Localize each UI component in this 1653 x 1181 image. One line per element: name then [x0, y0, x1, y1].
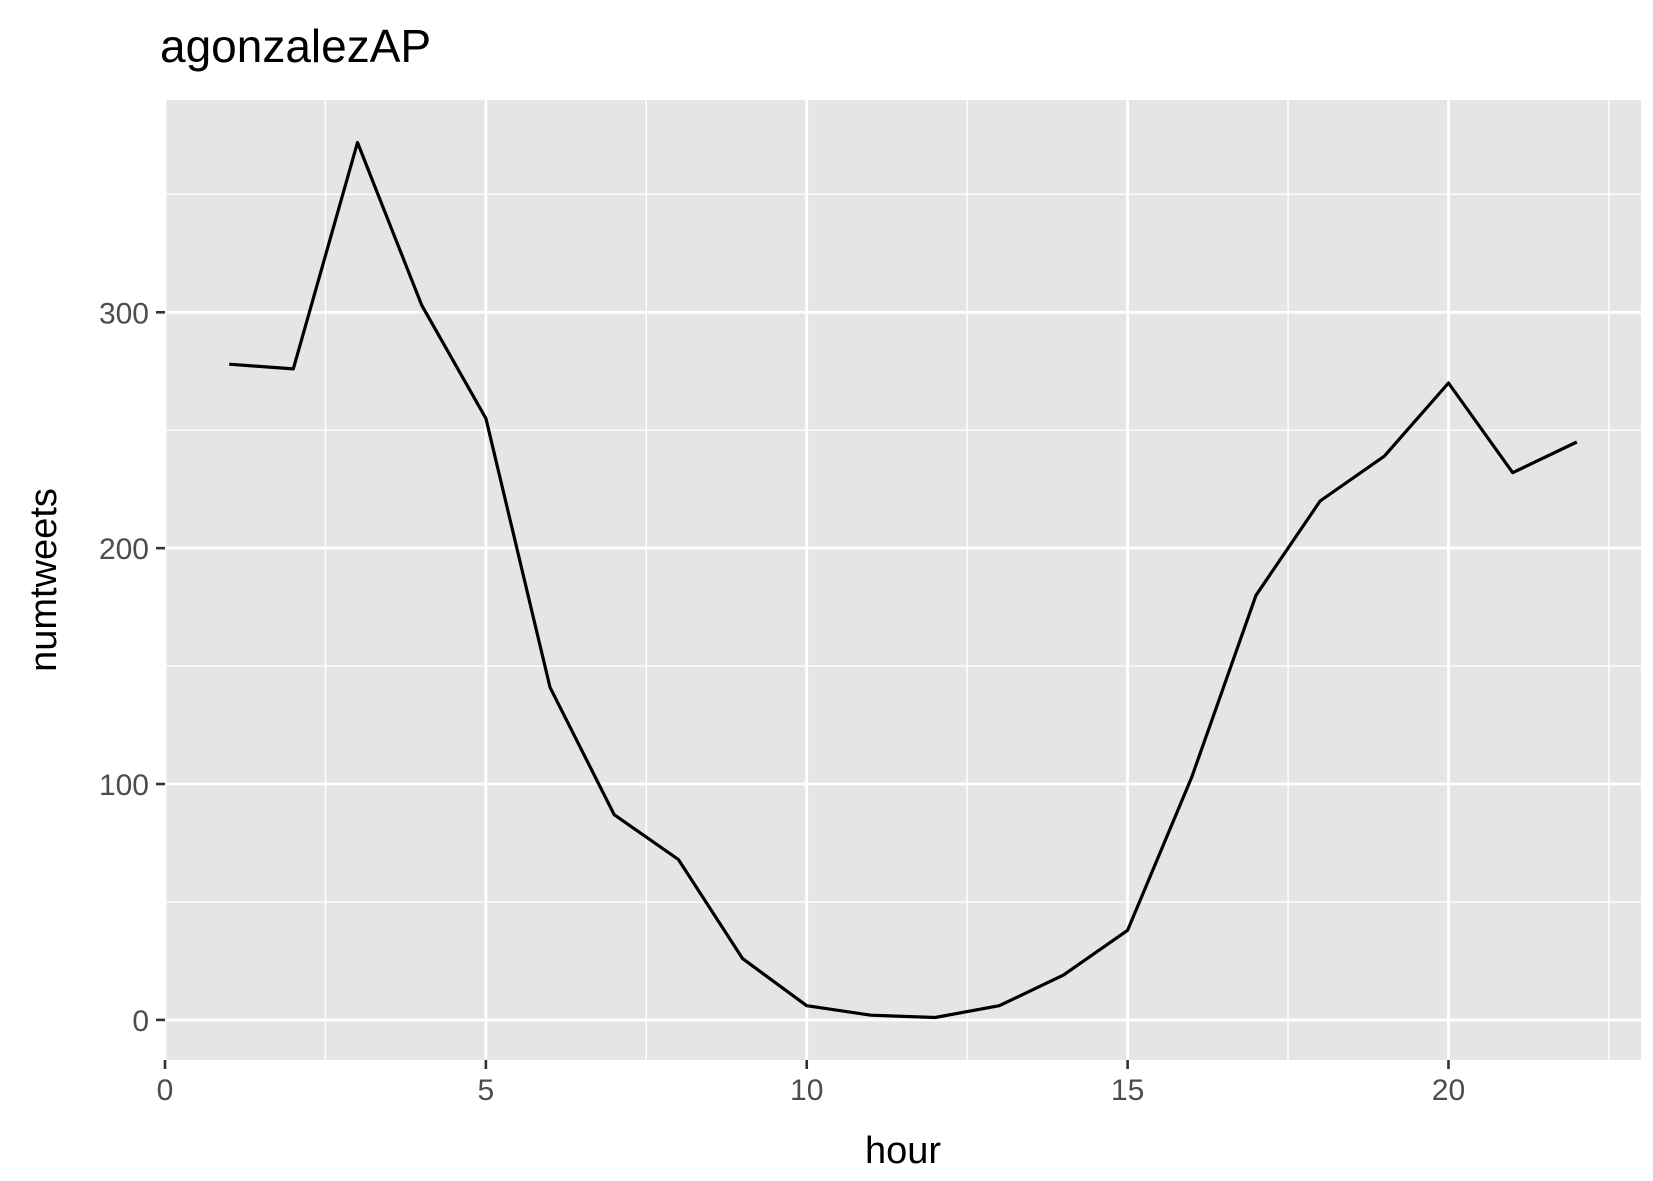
x-axis-title: hour — [865, 1130, 941, 1172]
y-tick-label: 0 — [132, 1005, 149, 1038]
data-point — [741, 957, 745, 961]
data-point — [1126, 928, 1130, 932]
data-point — [1575, 440, 1579, 444]
major-gridlines — [163, 100, 1641, 1060]
minor-gridlines — [165, 100, 1641, 1060]
data-point — [1061, 973, 1065, 977]
x-axis: 0 5 10 15 20 — [157, 1060, 1465, 1107]
y-axis: 0 100 200 300 — [99, 297, 165, 1038]
y-tick-label: 100 — [99, 769, 149, 802]
data-point — [356, 140, 360, 144]
y-tick-label: 300 — [99, 297, 149, 330]
plot-panel — [165, 100, 1641, 1060]
data-point — [1254, 593, 1258, 597]
data-point — [1382, 454, 1386, 458]
data-point — [420, 303, 424, 307]
data-point — [676, 858, 680, 862]
x-tick-label: 0 — [157, 1074, 174, 1107]
x-tick-label: 10 — [790, 1074, 823, 1107]
data-point — [1446, 381, 1450, 385]
series-line — [229, 140, 1578, 1020]
data-point — [1511, 471, 1515, 475]
data-point — [869, 1013, 873, 1017]
data-point — [997, 1004, 1001, 1008]
data-point — [548, 685, 552, 689]
x-tick-label: 5 — [478, 1074, 495, 1107]
y-axis-title: numtweets — [23, 488, 65, 672]
data-point — [612, 813, 616, 817]
chart-title: agonzalezAP — [160, 20, 431, 72]
data-point — [1190, 775, 1194, 779]
x-tick-label: 15 — [1111, 1074, 1144, 1107]
data-point — [227, 362, 231, 366]
y-tick-label: 200 — [99, 533, 149, 566]
x-tick-label: 20 — [1432, 1074, 1465, 1107]
data-point — [805, 1004, 809, 1008]
data-point — [484, 416, 488, 420]
data-point — [933, 1016, 937, 1020]
data-point — [291, 367, 295, 371]
data-point — [1318, 499, 1322, 503]
